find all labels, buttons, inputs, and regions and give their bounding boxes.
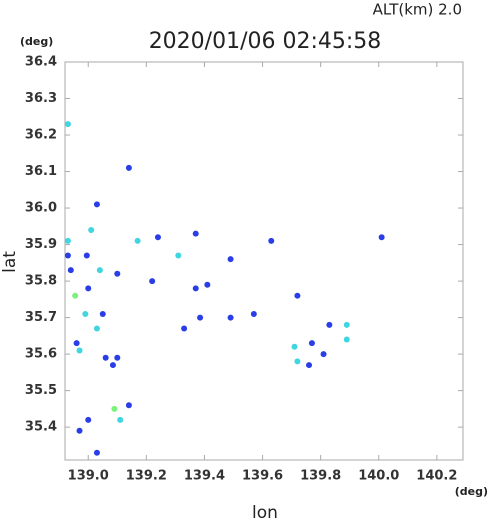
y-tick-label: 36.0 [25,201,57,216]
echo-point [268,237,275,244]
echo-point [192,285,199,292]
echo-point [83,252,90,259]
echo-point [181,325,188,332]
echo-point [227,314,234,321]
echo-point [294,292,301,299]
echo-point [64,252,71,259]
y-tick-label: 35.6 [25,347,57,362]
echo-point [149,278,156,285]
y-tick-label: 36.3 [25,91,57,106]
echo-point [82,310,89,317]
echo-point [96,267,103,274]
echo-point [64,121,71,128]
echo-point [67,267,74,274]
echo-point [72,292,79,299]
x-tick-label: 139.6 [242,469,283,484]
x-tick-label: 140.2 [416,469,457,484]
echo-point [125,164,132,171]
x-tick-label: 139.4 [184,469,225,484]
altitude-label: ALT(km) 2.0 [373,1,462,19]
y-tick-label: 36.1 [25,164,57,179]
echo-point [76,347,83,354]
echo-point [197,314,204,321]
echo-point [99,310,106,317]
y-unit: (deg) [20,35,53,48]
echo-point [64,237,71,244]
echo-point [114,270,121,277]
echo-point [73,340,80,347]
echo-point [378,234,385,241]
echo-point [85,285,92,292]
y-axis-label: lat [0,251,20,273]
x-tick-label: 139.2 [126,469,167,484]
echo-point [93,201,100,208]
plot-frame [64,61,464,461]
x-tick-label: 140.0 [358,469,399,484]
echo-point [204,281,211,288]
y-tick-label: 35.7 [25,310,57,325]
echo-point [250,310,257,317]
echo-point [109,362,116,369]
x-unit: (deg) [455,485,488,498]
y-tick-label: 36.2 [25,128,57,143]
echo-point [343,336,350,343]
x-axis-label: lon [252,503,278,521]
echo-point [175,252,182,259]
echo-point [306,362,313,369]
x-tick-label: 139.0 [68,469,109,484]
y-tick-label: 35.4 [25,420,57,435]
echo-point [291,343,298,350]
echo-point [294,358,301,365]
echo-point [102,354,109,361]
echo-point [93,325,100,332]
echo-point [111,405,118,412]
echo-point [125,402,132,409]
echo-point [134,237,141,244]
echo-point [227,256,234,263]
echo-point [114,354,121,361]
echo-point [117,416,124,423]
chart-title: 2020/01/06 02:45:58 [149,29,382,54]
echo-point [85,416,92,423]
echo-point [343,321,350,328]
echo-point [93,449,100,456]
echo-point [326,321,333,328]
echo-point [154,234,161,241]
echo-point [76,427,83,434]
x-tick-label: 139.8 [300,469,341,484]
y-tick-label: 36.4 [25,55,57,70]
echo-point [192,230,199,237]
y-tick-label: 35.5 [25,383,57,398]
y-tick-label: 35.9 [25,237,57,252]
echo-point [88,226,95,233]
y-tick-label: 35.8 [25,274,57,289]
echo-point [320,351,327,358]
echo-point [308,340,315,347]
